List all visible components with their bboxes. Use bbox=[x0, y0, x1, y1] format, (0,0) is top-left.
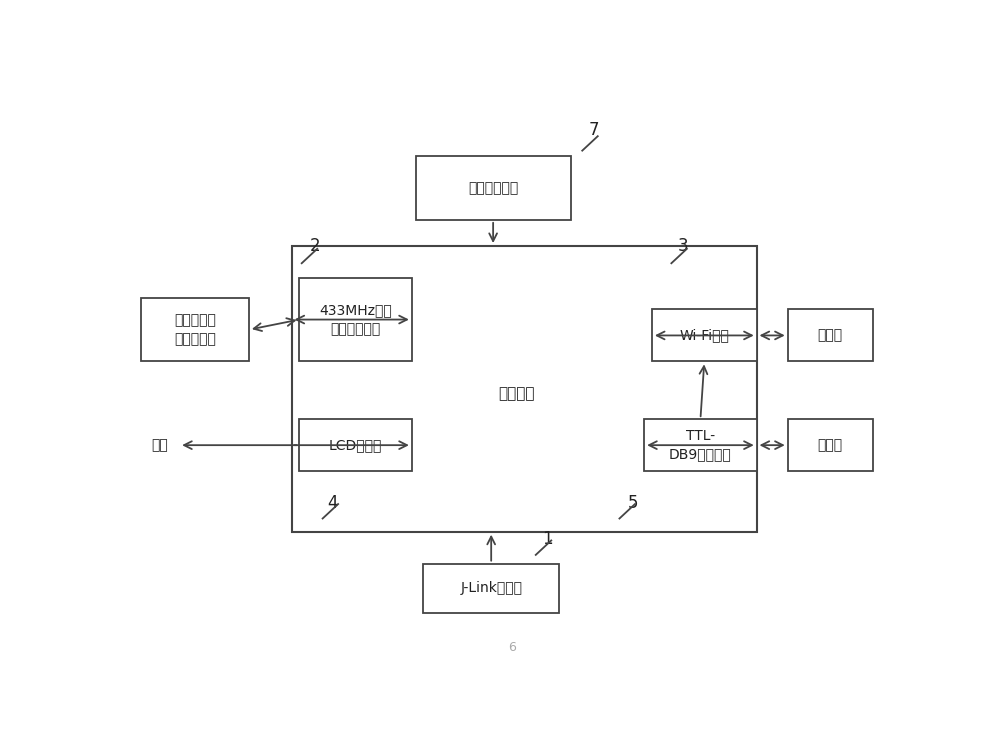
Text: TTL-
DB9串口芯片: TTL- DB9串口芯片 bbox=[669, 429, 732, 461]
Bar bbox=[416, 157, 571, 220]
Text: 2: 2 bbox=[310, 237, 320, 255]
Bar bbox=[292, 246, 757, 532]
Bar bbox=[788, 310, 873, 362]
Text: 5: 5 bbox=[627, 494, 638, 512]
Bar bbox=[788, 419, 873, 471]
Bar bbox=[652, 310, 757, 362]
Text: 3: 3 bbox=[678, 237, 688, 255]
Text: 电源管理系统: 电源管理系统 bbox=[468, 182, 518, 195]
Text: 微控制器: 微控制器 bbox=[498, 386, 535, 400]
Text: 路由器: 路由器 bbox=[818, 328, 843, 343]
Text: 显示: 显示 bbox=[152, 438, 168, 452]
Text: 433MHz无线
射频通信芯片: 433MHz无线 射频通信芯片 bbox=[319, 303, 392, 336]
Text: J-Link下载口: J-Link下载口 bbox=[460, 581, 522, 595]
Text: LCD显示器: LCD显示器 bbox=[329, 438, 382, 452]
Text: 6: 6 bbox=[509, 640, 516, 654]
Text: 传感器采集
与发送节点: 传感器采集 与发送节点 bbox=[174, 314, 216, 346]
Bar bbox=[644, 419, 757, 471]
Text: 1: 1 bbox=[542, 530, 553, 548]
Text: Wi-Fi模块: Wi-Fi模块 bbox=[679, 328, 729, 343]
Bar bbox=[423, 563, 559, 613]
Text: 上位机: 上位机 bbox=[818, 438, 843, 452]
Bar bbox=[299, 278, 412, 362]
Bar bbox=[299, 419, 412, 471]
Bar bbox=[140, 298, 249, 362]
Text: 4: 4 bbox=[327, 494, 338, 512]
Text: 7: 7 bbox=[589, 122, 599, 140]
